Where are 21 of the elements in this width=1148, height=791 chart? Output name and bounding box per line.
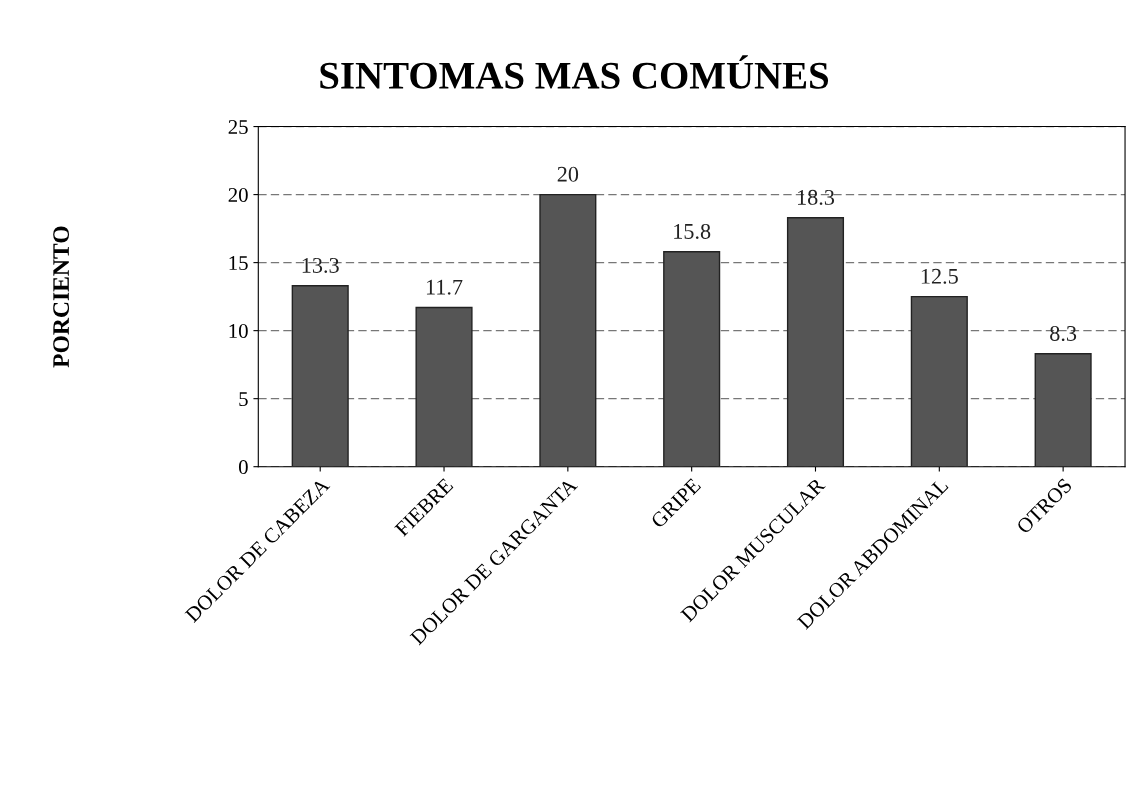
y-axis-title: PORCIENTO — [53, 226, 70, 368]
y-tick-label: 0 — [238, 460, 248, 475]
y-tick-label: 15 — [229, 256, 248, 271]
y-tick-label: 25 — [228, 119, 248, 134]
bar — [663, 251, 721, 467]
bar — [1034, 353, 1092, 467]
bar — [291, 285, 349, 467]
y-tick-label: 5 — [239, 392, 248, 407]
data-label: 13.3 — [302, 257, 339, 273]
data-label: 11.7 — [426, 279, 463, 295]
y-tick-label: 20 — [228, 187, 248, 203]
data-label: 18.3 — [798, 189, 835, 205]
bar — [539, 193, 597, 467]
data-label: 20 — [557, 166, 579, 182]
chart-title: SINTOMAS MAS COMÚNES — [320, 55, 829, 89]
data-label: 12.5 — [921, 268, 958, 284]
bar — [415, 306, 473, 467]
bar — [786, 217, 845, 467]
y-tick-label: 10 — [229, 324, 248, 339]
bar — [910, 295, 968, 467]
data-label: 15.8 — [674, 223, 711, 239]
